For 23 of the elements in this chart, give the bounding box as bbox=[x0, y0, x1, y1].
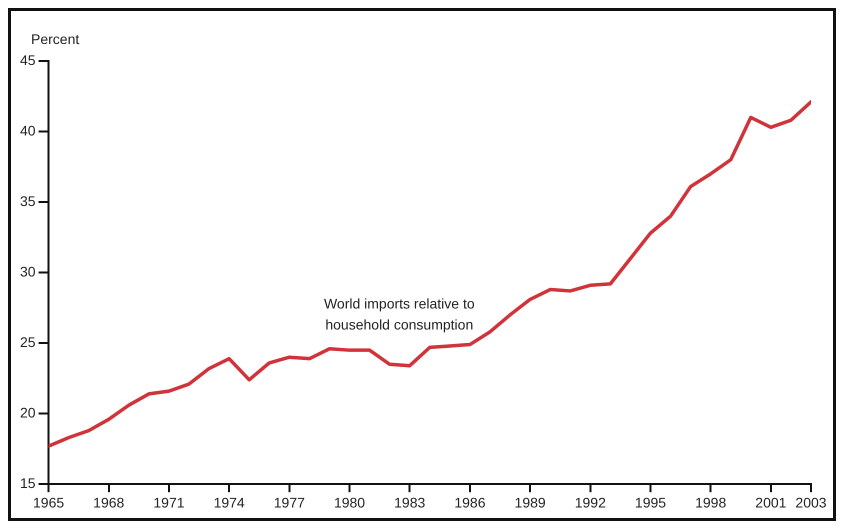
y-tick-label: 25 bbox=[20, 334, 36, 350]
y-tick-label: 45 bbox=[20, 52, 36, 68]
annotation: World imports relative to household consumption bbox=[324, 296, 475, 333]
x-tick-label: 1977 bbox=[274, 494, 306, 510]
x-tick-label: 1992 bbox=[574, 494, 606, 510]
x-tick-label: 1974 bbox=[214, 494, 245, 510]
x-tick-label: 2003 bbox=[795, 494, 827, 510]
x-tick-label: 1971 bbox=[153, 494, 185, 510]
x-tick-label: 1980 bbox=[334, 494, 366, 510]
x-tick-label: 1995 bbox=[634, 494, 666, 510]
x-tick-label: 1983 bbox=[394, 494, 426, 510]
y-tick-label: 35 bbox=[20, 192, 36, 209]
x-tick-label: 2001 bbox=[755, 494, 787, 510]
y-tick-label: 20 bbox=[20, 404, 36, 421]
y-tick-label: 30 bbox=[20, 263, 36, 280]
x-tick-label: 1986 bbox=[454, 494, 486, 510]
x-tick-label: 1965 bbox=[32, 494, 64, 510]
y-tick-label: 15 bbox=[20, 475, 36, 492]
x-tick-label: 1989 bbox=[514, 494, 546, 510]
y-tick-label: 40 bbox=[20, 122, 36, 138]
y-axis-title: Percent bbox=[31, 31, 80, 47]
x-tick-label: 1968 bbox=[93, 494, 125, 510]
x-tick-label: 1998 bbox=[695, 494, 726, 510]
